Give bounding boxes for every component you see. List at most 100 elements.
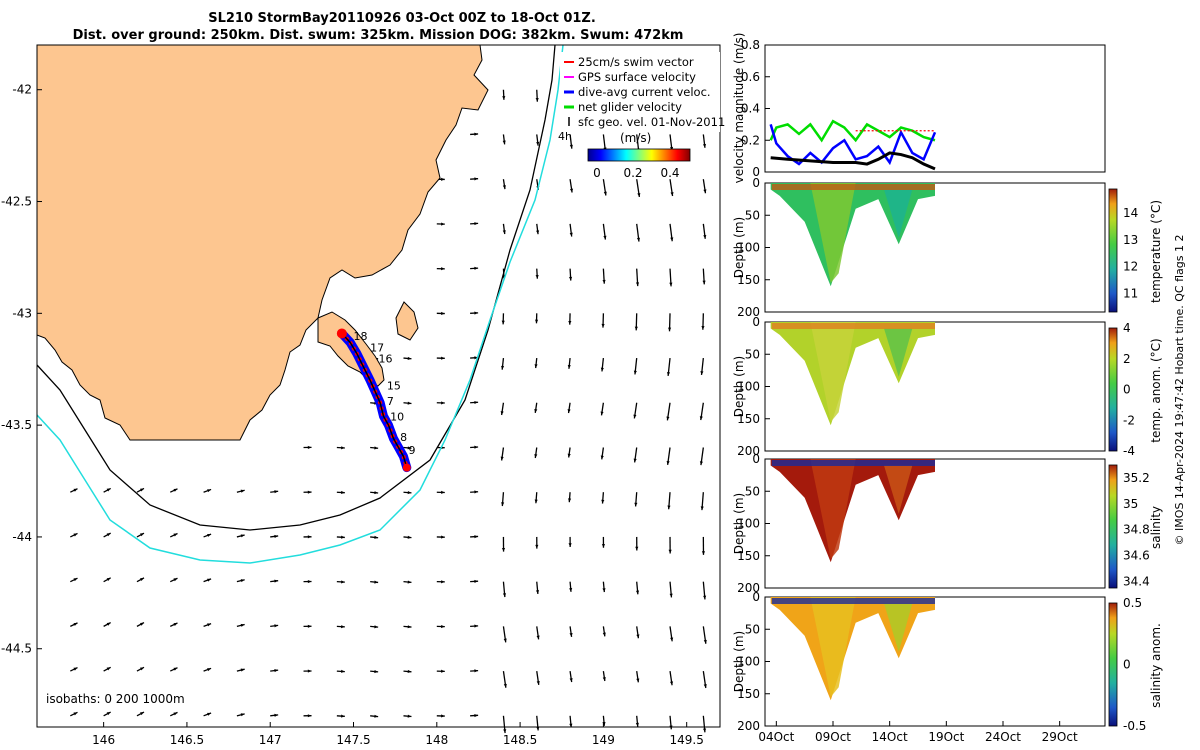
track-label-4h: 4h (558, 130, 572, 143)
geo-vector-head (569, 723, 573, 728)
geo-vector-head (633, 370, 637, 375)
section-colorbar-label: salinity (1149, 506, 1163, 549)
section-field-core (810, 459, 856, 559)
geo-vector-head (703, 189, 707, 194)
geo-vector-head (441, 490, 445, 494)
geo-vector-head (670, 637, 674, 642)
map-x-axis: 146 146.5 147 147.5 148 148.5 149 149.5 (92, 722, 704, 747)
geo-vector-head (173, 667, 178, 671)
geo-vector-head (407, 446, 412, 450)
map-colorbar-tick-0: 0 (593, 166, 601, 180)
map-axes-frame (36, 44, 721, 728)
section-ytick-label: 50 (745, 347, 760, 361)
geo-vector-head (173, 622, 178, 626)
velocity-series-line (769, 119, 936, 143)
geo-vector-head (240, 713, 245, 717)
legend-dive: dive-avg current veloc. (578, 85, 711, 99)
section-ylabel: Depth (m) (732, 217, 746, 278)
imos-note: © IMOS 14-Apr-2024 19:47:42 Hobart time.… (1173, 235, 1186, 546)
geo-vector-head (307, 714, 312, 718)
geo-vector-head (173, 578, 178, 582)
section-ytick-label: 0 (752, 315, 760, 329)
geo-vector-head (173, 488, 178, 492)
time-tick-label: 09Oct (815, 730, 851, 744)
geo-vector-head (501, 320, 505, 325)
section-ylabel: Depth (m) (732, 493, 746, 554)
map-xtick-label: 147 (259, 733, 282, 747)
geo-vector-head (374, 535, 379, 539)
glider-track (336, 328, 412, 473)
section-field-core (810, 597, 856, 697)
land-maria-island (395, 301, 419, 341)
section-field-core (810, 322, 856, 422)
time-axis: 04Oct 09Oct 14Oct 19Oct 24Oct 29Oct (758, 721, 1078, 744)
geo-vector-head (474, 356, 479, 360)
vel-ytick-label: 0.8 (741, 38, 760, 52)
vel-ytick-label: 0.6 (741, 70, 760, 84)
section-colorbar-tick: 13 (1123, 233, 1138, 247)
section-panel-4: 0 50 100 150 200 Depth (m) -0.5 0 0.5 salinity an… (732, 590, 1163, 733)
geo-vector-head (503, 729, 507, 734)
geo-vector-head (441, 535, 445, 539)
geo-vector-head (474, 624, 479, 628)
geo-vector-head (441, 222, 445, 226)
geo-vector-head (670, 237, 674, 242)
section-colorbar-tick: 11 (1123, 286, 1138, 300)
geo-vector-head (207, 712, 212, 716)
geo-vector-head (502, 185, 506, 190)
track-start-marker (336, 328, 347, 339)
map-colorbar-tick-1: 0.2 (623, 166, 642, 180)
geo-vector-head (307, 624, 312, 628)
map-ytick-label: -43 (12, 306, 32, 320)
geo-vector-head (441, 401, 445, 405)
section-ytick-label: 200 (737, 444, 760, 458)
section-colorbar-tick: 34.6 (1123, 549, 1150, 563)
geo-vector-head (173, 533, 178, 537)
geo-vector-head (274, 624, 279, 628)
legend-gps: GPS surface velocity (578, 70, 696, 84)
geo-vector-head (636, 634, 640, 639)
section-colorbar-label: temperature (°C) (1149, 200, 1163, 303)
section-field-core2 (884, 465, 913, 514)
map-ytick-label: -44.5 (1, 642, 32, 656)
geo-vector-head (307, 580, 312, 584)
geo-vector-head (407, 580, 412, 584)
section-panel-2: 0 50 100 150 200 Depth (m) -4 -2 0 2 4 temp. anom. … (732, 315, 1163, 458)
isobath-1000m (36, 44, 564, 564)
section-ytick-label: 50 (745, 622, 760, 636)
geo-vector-head (140, 712, 145, 716)
geo-vector-head (703, 728, 707, 733)
geo-vector-head (634, 502, 638, 507)
geo-vector-head (140, 488, 145, 492)
geo-vector-head (534, 364, 538, 369)
time-tick-label: 14Oct (872, 730, 908, 744)
geo-vector-head (635, 546, 639, 551)
geo-vector-head (600, 455, 604, 460)
geo-vector-head (73, 533, 78, 537)
geo-vector-head (474, 132, 479, 136)
vel-ytick-label: 0 (752, 165, 760, 179)
geo-vector-head (106, 622, 111, 626)
map-legend: 25cm/s swim vector GPS surface velocity … (560, 52, 725, 132)
geo-vector-head (207, 533, 212, 537)
section-colorbar-tick: 2 (1123, 352, 1131, 366)
section-surface-layer (771, 323, 935, 329)
geo-vector-head (567, 364, 571, 369)
section-colorbar-label: salinity anom. (1149, 623, 1163, 708)
geo-vector-head (441, 669, 445, 673)
geo-vector-head (535, 97, 539, 102)
geo-vector-head (374, 669, 379, 674)
section-colorbar-tick: -0.5 (1123, 719, 1146, 733)
geo-vector-head (474, 445, 479, 449)
geo-vector-head (341, 580, 345, 584)
map-ytick-label: -42.5 (1, 195, 32, 209)
map-colorbar-bar (587, 148, 691, 162)
geo-vector-head (535, 544, 539, 549)
geo-vector-head (140, 667, 145, 671)
geo-vector-head (341, 669, 345, 673)
section-ytick-label: 200 (737, 719, 760, 733)
geo-vector-head (569, 232, 573, 237)
velocity-series-line (770, 151, 936, 171)
time-tick-label: 24Oct (985, 730, 1021, 744)
map-colorbar-tick-2: 0.4 (660, 166, 679, 180)
